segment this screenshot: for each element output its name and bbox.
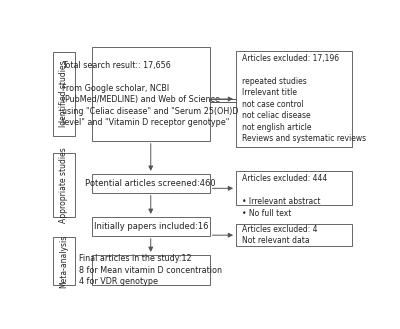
Text: Appropriate studies: Appropriate studies — [60, 147, 68, 223]
Text: Identified studies: Identified studies — [60, 61, 68, 127]
Text: Articles excluded: 444

• Irrelevant abstract
• No full text: Articles excluded: 444 • Irrelevant abst… — [242, 174, 327, 217]
FancyBboxPatch shape — [92, 47, 210, 141]
FancyBboxPatch shape — [53, 153, 75, 217]
FancyBboxPatch shape — [236, 51, 352, 147]
FancyBboxPatch shape — [92, 255, 210, 285]
FancyBboxPatch shape — [53, 237, 75, 285]
Text: Total search result:: 17,656

From Google scholar, NCBI
(PubMed/MEDLINE) and Web: Total search result:: 17,656 From Google… — [62, 61, 239, 127]
Text: Initially papers included:16: Initially papers included:16 — [94, 222, 208, 231]
FancyBboxPatch shape — [236, 224, 352, 246]
Text: Articles excluded: 17,196

repeated studies
Irrelevant title
not case control
no: Articles excluded: 17,196 repeated studi… — [242, 54, 366, 143]
FancyBboxPatch shape — [92, 217, 210, 236]
Text: Articles excluded: 4
Not relevant data: Articles excluded: 4 Not relevant data — [242, 225, 317, 245]
FancyBboxPatch shape — [236, 171, 352, 205]
FancyBboxPatch shape — [53, 52, 75, 136]
Text: Meta-analysis: Meta-analysis — [60, 235, 68, 288]
Text: Final articles in the study:12
8 for Mean vitamin D concentration
4 for VDR geno: Final articles in the study:12 8 for Mea… — [79, 254, 222, 286]
Text: Potential articles screened:460: Potential articles screened:460 — [86, 179, 216, 188]
FancyBboxPatch shape — [92, 174, 210, 193]
